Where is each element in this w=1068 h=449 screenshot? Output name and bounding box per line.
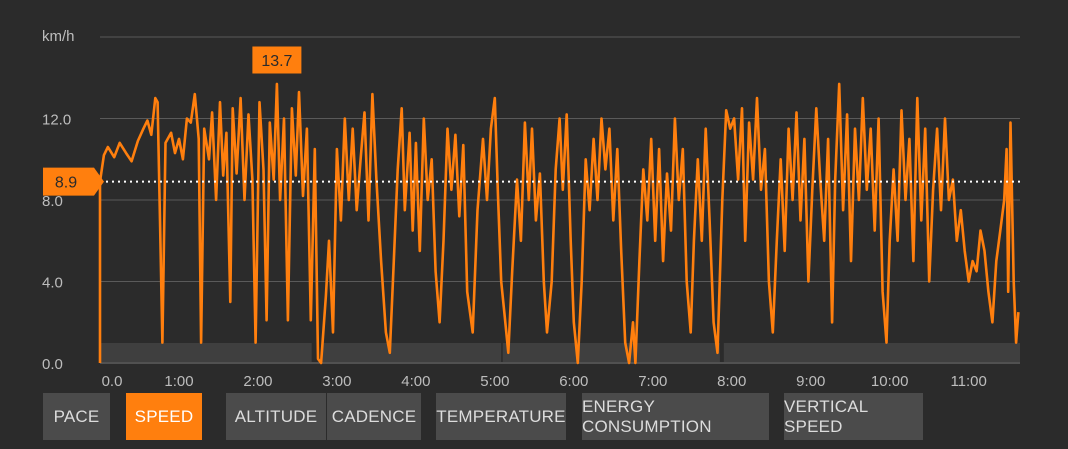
tab-altitude[interactable]: ALTITUDE bbox=[226, 393, 326, 440]
speed-chart: km/h 0.0 4.0 8.0 12.0 0.0 1:00 2:00 3:00 4:00 5:… bbox=[42, 28, 1020, 390]
lap-band bbox=[502, 343, 720, 362]
peak-marker: 13.7 bbox=[251, 45, 303, 75]
tab-vertical[interactable]: VERTICAL SPEED bbox=[784, 393, 923, 440]
y-tick-label: 8.0 bbox=[42, 193, 63, 210]
average-flag bbox=[43, 167, 104, 196]
y-tick-label: 12.0 bbox=[42, 112, 71, 129]
y-axis-ticks: 0.0 4.0 8.0 12.0 bbox=[42, 112, 71, 374]
speed-series-line bbox=[98, 82, 1020, 365]
lap-band bbox=[322, 343, 502, 362]
x-tick-label: 9:00 bbox=[796, 373, 825, 390]
peak-label: 13.7 bbox=[261, 53, 292, 70]
x-tick-label: 2:00 bbox=[243, 373, 272, 390]
x-tick-label: 4:00 bbox=[401, 373, 430, 390]
x-tick-label: 10:00 bbox=[871, 373, 909, 390]
tab-pace[interactable]: PACE bbox=[43, 393, 110, 440]
x-tick-label: 7:00 bbox=[638, 373, 667, 390]
tab-temperature[interactable]: TEMPERATURE bbox=[436, 393, 566, 440]
y-tick-label: 4.0 bbox=[42, 275, 63, 292]
x-tick-label: 11:00 bbox=[950, 373, 986, 390]
tab-energy[interactable]: ENERGY CONSUMPTION bbox=[582, 393, 769, 440]
x-tick-label: 3:00 bbox=[322, 373, 351, 390]
chart-grid bbox=[100, 36, 1020, 364]
lap-bands bbox=[100, 343, 1020, 362]
x-tick-label: 8:00 bbox=[717, 373, 746, 390]
tab-speed[interactable]: SPEED bbox=[126, 393, 202, 440]
x-axis-ticks: 0.0 1:00 2:00 3:00 4:00 5:00 6:00 7:00 8:00 9:00 1… bbox=[102, 373, 987, 390]
lap-band bbox=[100, 343, 312, 362]
x-tick-label: 5:00 bbox=[480, 373, 509, 390]
x-tick-label: 0.0 bbox=[102, 373, 123, 390]
average-label: 8.9 bbox=[55, 175, 77, 192]
y-axis-label: km/h bbox=[42, 28, 75, 45]
peak-box bbox=[251, 45, 303, 75]
x-tick-label: 6:00 bbox=[559, 373, 588, 390]
lap-band bbox=[723, 343, 1020, 362]
y-tick-label: 0.0 bbox=[42, 356, 63, 373]
tab-cadence[interactable]: CADENCE bbox=[327, 393, 421, 440]
average-marker: 8.9 bbox=[43, 167, 104, 196]
x-tick-label: 1:00 bbox=[164, 373, 193, 390]
